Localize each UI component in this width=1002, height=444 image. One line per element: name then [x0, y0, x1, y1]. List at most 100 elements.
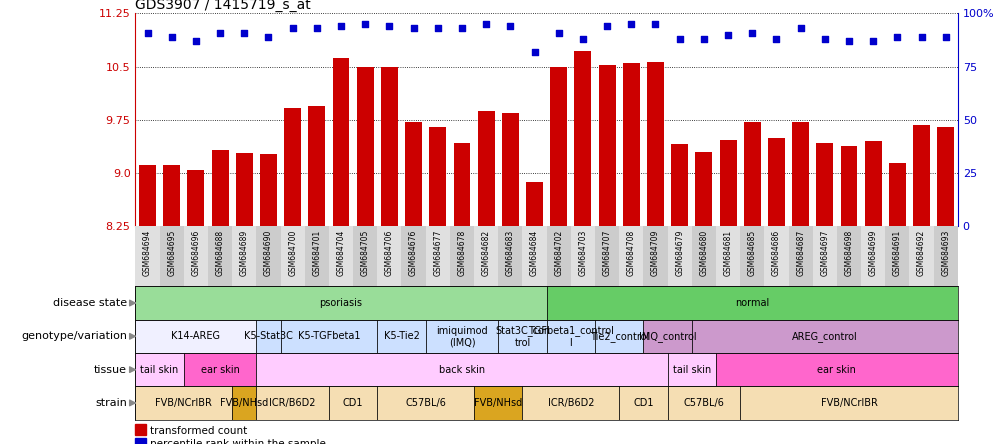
Text: GSM684694: GSM684694	[143, 230, 152, 276]
Point	[454, 25, 470, 32]
Bar	[667, 353, 715, 386]
Bar	[864, 141, 881, 226]
Point	[236, 29, 253, 36]
Point	[429, 25, 445, 32]
Text: percentile rank within the sample: percentile rank within the sample	[150, 439, 326, 444]
Bar	[715, 353, 957, 386]
Bar	[429, 127, 446, 226]
Bar	[812, 226, 836, 286]
Bar	[743, 122, 760, 226]
Text: CD1: CD1	[343, 398, 363, 408]
Text: imiquimod
(IMQ): imiquimod (IMQ)	[436, 325, 487, 347]
Text: GSM684709: GSM684709	[650, 230, 659, 276]
Bar	[329, 226, 353, 286]
Text: GSM684685: GSM684685	[747, 230, 756, 276]
Text: GSM684678: GSM684678	[457, 230, 466, 276]
Text: psoriasis: psoriasis	[320, 298, 362, 308]
Bar	[598, 65, 615, 226]
Text: GSM684701: GSM684701	[312, 230, 321, 276]
Bar	[333, 58, 349, 226]
Point	[526, 48, 542, 55]
Bar	[257, 353, 667, 386]
Text: C57BL/6: C57BL/6	[682, 398, 723, 408]
Point	[913, 33, 929, 40]
Bar	[912, 125, 929, 226]
Text: GSM684702: GSM684702	[554, 230, 563, 276]
Text: GSM684684: GSM684684	[529, 230, 538, 276]
Text: tissue: tissue	[94, 365, 127, 375]
Point	[261, 33, 277, 40]
Point	[381, 23, 397, 30]
Bar	[135, 320, 257, 353]
Bar	[211, 151, 228, 226]
Bar	[135, 438, 146, 444]
Text: GSM684677: GSM684677	[433, 230, 442, 276]
Bar	[836, 226, 861, 286]
Text: GSM684697: GSM684697	[820, 230, 829, 276]
Bar	[425, 226, 450, 286]
Bar	[885, 226, 909, 286]
Bar	[425, 320, 498, 353]
Text: GSM684686: GSM684686	[772, 230, 781, 276]
Text: FVB/NHsd: FVB/NHsd	[219, 398, 269, 408]
Text: tail skin: tail skin	[140, 365, 178, 375]
Point	[719, 31, 735, 38]
Text: Stat3C_con
trol: Stat3C_con trol	[494, 325, 549, 348]
Bar	[694, 152, 711, 226]
Bar	[135, 424, 146, 436]
Bar	[816, 143, 833, 226]
Bar	[257, 386, 329, 420]
Point	[647, 20, 663, 28]
Bar	[768, 138, 785, 226]
Bar	[670, 144, 687, 226]
Point	[671, 36, 687, 43]
Bar	[159, 226, 183, 286]
Bar	[135, 353, 183, 386]
Bar	[739, 386, 957, 420]
Point	[889, 33, 905, 40]
Text: GSM684703: GSM684703	[578, 230, 587, 276]
Bar	[788, 226, 812, 286]
Text: GSM684676: GSM684676	[409, 230, 418, 276]
Bar	[187, 170, 204, 226]
Text: GSM684698: GSM684698	[844, 230, 853, 276]
Point	[333, 23, 349, 30]
Text: GSM684696: GSM684696	[191, 230, 200, 276]
Bar	[574, 51, 591, 226]
Bar	[135, 386, 231, 420]
Bar	[937, 127, 953, 226]
Bar	[477, 111, 494, 226]
Bar	[550, 67, 567, 226]
Bar	[764, 226, 788, 286]
Point	[622, 20, 638, 28]
Bar	[305, 226, 329, 286]
Point	[405, 25, 421, 32]
Bar	[909, 226, 933, 286]
Bar	[546, 320, 594, 353]
Text: disease state: disease state	[53, 298, 127, 308]
Bar	[231, 226, 257, 286]
Text: GSM684695: GSM684695	[167, 230, 176, 276]
Text: GSM684688: GSM684688	[215, 230, 224, 276]
Text: GSM684682: GSM684682	[481, 230, 490, 276]
Text: tail skin: tail skin	[672, 365, 710, 375]
Point	[211, 29, 227, 36]
Bar	[570, 226, 594, 286]
Bar	[135, 286, 546, 320]
Text: normal: normal	[734, 298, 769, 308]
Bar	[377, 386, 474, 420]
Bar	[281, 226, 305, 286]
Text: K14-AREG: K14-AREG	[171, 331, 220, 341]
Bar	[284, 108, 301, 226]
Bar	[667, 226, 691, 286]
Bar	[163, 165, 180, 226]
Bar	[353, 226, 377, 286]
Bar	[453, 143, 470, 226]
Text: K5-TGFbeta1: K5-TGFbeta1	[298, 331, 360, 341]
Text: FVB/NHsd: FVB/NHsd	[474, 398, 522, 408]
Point	[598, 23, 614, 30]
Text: CD1: CD1	[632, 398, 653, 408]
Text: C57BL/6: C57BL/6	[405, 398, 446, 408]
Bar	[381, 67, 398, 226]
Bar	[135, 226, 159, 286]
